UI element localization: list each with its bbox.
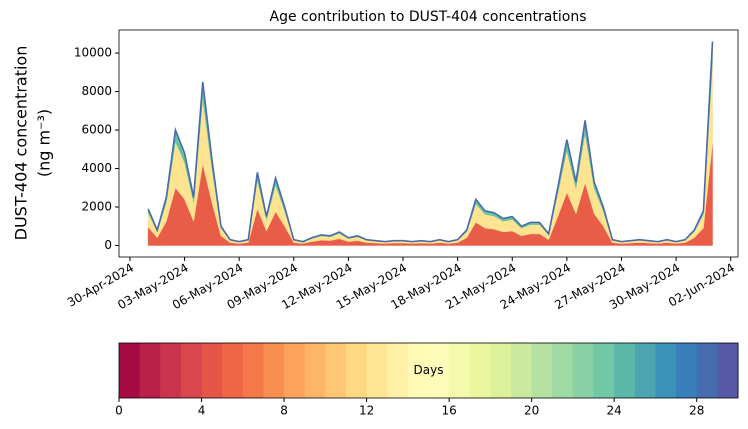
area-layer (147, 143, 713, 246)
colorbar-cell (325, 343, 347, 398)
colorbar-cell (180, 343, 203, 398)
colorbar-cell (222, 343, 244, 398)
colorbar-cell (160, 343, 182, 398)
colorbar-cell (345, 343, 368, 398)
colorbar-tick-label: 4 (198, 404, 206, 418)
area-layer (147, 41, 713, 243)
colorbar-label: Days (414, 363, 444, 377)
y-tick-label: 4000 (81, 161, 112, 175)
colorbar-cell (490, 343, 512, 398)
colorbar-frame (118, 342, 739, 399)
colorbar-tick-label: 0 (115, 404, 123, 418)
y-tick-label: 2000 (81, 199, 112, 213)
colorbar-tick-label: 8 (280, 404, 288, 418)
colorbar-cell (284, 343, 306, 398)
colorbar-cell (634, 343, 656, 398)
colorbar-cell (572, 343, 595, 398)
colorbar-tick-label: 12 (359, 404, 374, 418)
colorbar-cell (717, 343, 739, 398)
colorbar-cell (201, 343, 223, 398)
y-tick-label: 8000 (81, 84, 112, 98)
y-axis-label: (ng m⁻³) (35, 109, 54, 177)
colorbar-tick-label: 16 (441, 404, 456, 418)
y-tick-label: 0 (104, 238, 112, 252)
chart-title: Age contribution to DUST-404 concentrati… (270, 9, 587, 25)
colorbar-tick-label: 28 (689, 404, 704, 418)
colorbar-cell (366, 343, 388, 398)
colorbar-cell (469, 343, 491, 398)
colorbar-cell (593, 343, 615, 398)
y-tick-label: 10000 (74, 46, 112, 60)
colorbar-cell (263, 343, 285, 398)
colorbar-cell (552, 343, 574, 398)
colorbar-cell (449, 343, 471, 398)
total-line (147, 41, 714, 243)
colorbar-cell (614, 343, 636, 398)
colorbar-cell (696, 343, 718, 398)
colorbar-cell (428, 343, 450, 398)
colorbar-cell (139, 343, 161, 398)
colorbar-tick-label: 20 (524, 404, 539, 418)
y-axis-label: DUST-404 concentration (12, 46, 31, 241)
colorbar-cell (242, 343, 264, 398)
colorbar-cell (387, 343, 409, 398)
y-tick-label: 6000 (81, 123, 112, 137)
area-layer (147, 61, 713, 244)
colorbar-cell (407, 343, 429, 398)
colorbar-cell (531, 343, 553, 398)
colorbar-cell (119, 343, 141, 398)
colorbar-cell (655, 343, 677, 398)
colorbar-cell (304, 343, 326, 398)
colorbar-cell (676, 343, 698, 398)
plot-frame (118, 29, 739, 258)
colorbar-tick-label: 24 (607, 404, 622, 418)
colorbar-cell (511, 343, 533, 398)
